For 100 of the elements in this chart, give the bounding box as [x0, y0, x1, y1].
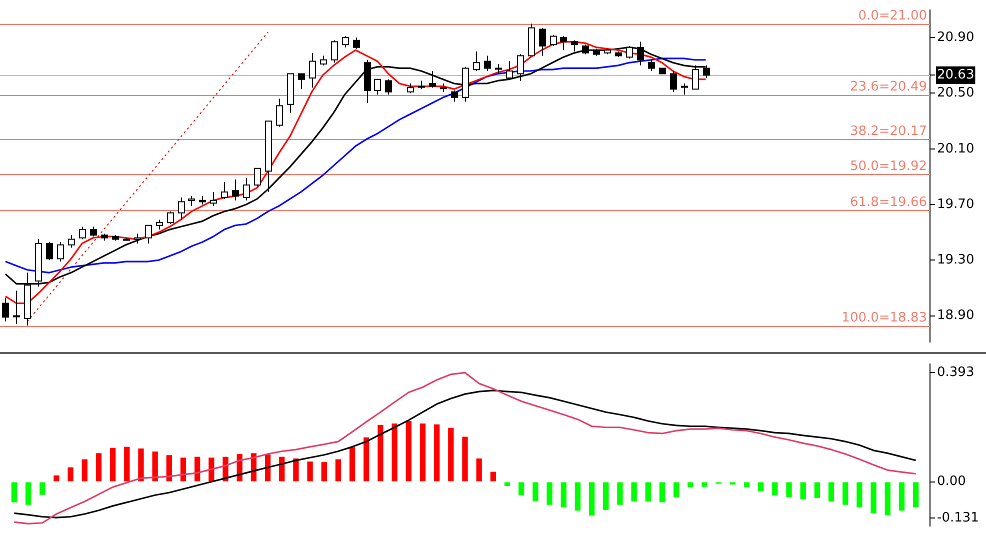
bar [603, 482, 609, 510]
bar [800, 482, 806, 500]
bar [842, 482, 848, 505]
bar [898, 482, 905, 511]
candlestick [46, 242, 54, 261]
y-tick-label: 19.70 [937, 196, 974, 212]
candlestick [692, 64, 700, 90]
bar [814, 482, 820, 498]
candlestick [12, 290, 20, 325]
bar [744, 482, 750, 488]
bar [588, 482, 595, 516]
bar [208, 458, 214, 482]
bar [110, 448, 116, 482]
ref-line-label: 61.8=19.66 [850, 194, 927, 210]
bar [772, 482, 778, 496]
candlestick [428, 70, 436, 88]
y-tick-label: 18.90 [937, 308, 974, 324]
y-tick-label: -0.131 [937, 510, 979, 526]
candlestick [538, 27, 546, 56]
bar [688, 482, 694, 488]
bar [420, 423, 426, 482]
candlestick [352, 37, 360, 50]
bar [307, 462, 313, 482]
candlestick [308, 52, 316, 88]
bar [138, 448, 144, 482]
bar [574, 482, 581, 511]
candlestick [472, 51, 480, 72]
bar [293, 458, 299, 482]
bar [786, 482, 792, 498]
bar [476, 458, 482, 482]
y-tick-label: 20.63 [937, 68, 974, 83]
candlestick [330, 40, 338, 64]
bar [828, 482, 834, 502]
y-tick-label: 20.50 [937, 86, 974, 101]
bar [560, 482, 566, 508]
candlestick [298, 73, 306, 90]
bar [264, 454, 271, 482]
candlestick [670, 70, 678, 92]
bar [434, 424, 440, 482]
candlestick [384, 78, 392, 96]
y-tick-label: 0.00 [937, 474, 966, 490]
bar [180, 458, 186, 482]
ref-line-label: 50.0=19.92 [850, 158, 927, 174]
bar [152, 452, 158, 482]
bar [349, 447, 356, 482]
candlestick [178, 197, 186, 220]
bar [546, 482, 552, 505]
candlestick [134, 233, 142, 244]
candlestick [254, 168, 262, 187]
bar [617, 482, 623, 505]
bar [702, 482, 708, 487]
bar [40, 482, 46, 495]
bar [378, 424, 384, 482]
candlestick [242, 178, 250, 201]
candlestick [232, 178, 240, 201]
candlestick [320, 55, 328, 66]
candlestick [210, 191, 218, 206]
bar [856, 482, 862, 508]
bar [54, 475, 60, 482]
bar [645, 482, 651, 502]
candlestick [680, 83, 688, 96]
candlestick [90, 226, 98, 237]
candlestick [550, 34, 558, 46]
bar [870, 482, 876, 514]
bar [631, 482, 637, 502]
bar [25, 482, 32, 505]
candlestick [276, 98, 284, 128]
bar [490, 472, 496, 482]
candlestick [220, 182, 228, 200]
candlestick [78, 226, 86, 240]
candlestick [560, 36, 568, 51]
candlestick [2, 297, 10, 322]
y-tick-label: 0.393 [937, 365, 974, 380]
bar [518, 482, 524, 496]
candlestick [648, 59, 656, 72]
y-tick-label: 20.90 [937, 30, 974, 45]
ref-line-label: 23.6=20.49 [850, 80, 927, 95]
candlestick [484, 55, 492, 72]
bar [912, 482, 919, 508]
bar [448, 428, 454, 482]
bar [462, 436, 468, 482]
bar [659, 482, 666, 502]
y-tick-label: 20.10 [937, 141, 974, 156]
bar [11, 482, 18, 502]
bar [673, 482, 680, 498]
candlestick [342, 36, 350, 48]
bar [68, 467, 74, 482]
candlestick [450, 90, 458, 102]
bar [364, 437, 370, 482]
ref-line-label: 38.2=20.17 [850, 124, 927, 140]
bar [279, 456, 285, 482]
bar [124, 446, 130, 482]
bar [504, 482, 510, 486]
bar [166, 455, 172, 482]
bar [532, 482, 538, 501]
bar [96, 453, 102, 482]
y-tick-label: 19.30 [937, 252, 974, 268]
candlestick [516, 54, 524, 82]
bar [884, 482, 890, 516]
candlestick [374, 78, 382, 96]
